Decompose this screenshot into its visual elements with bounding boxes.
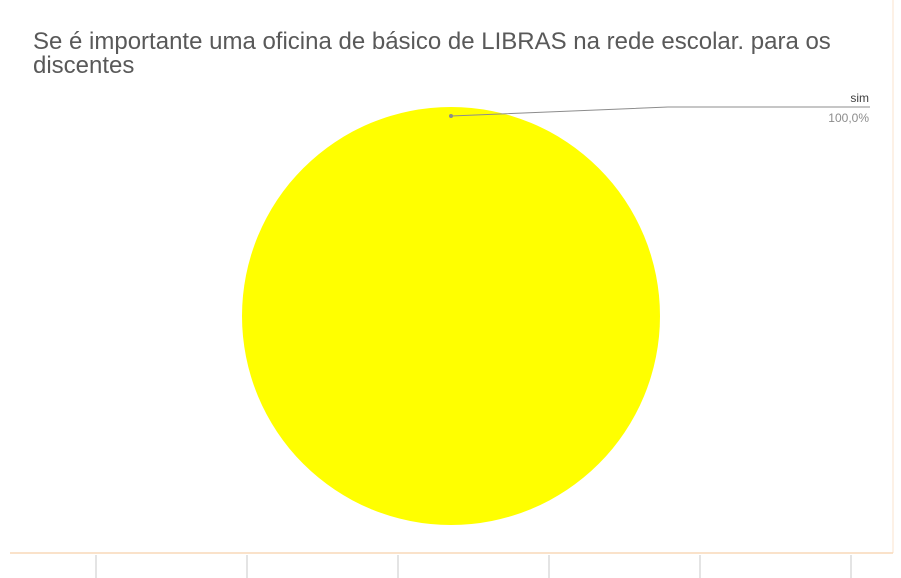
leader-line — [450, 106, 870, 117]
slice-label: sim — [850, 91, 869, 105]
value-label: 100,0% — [828, 111, 869, 125]
sheet-grid — [95, 555, 852, 578]
chart-title: Se é importante uma oficina de básico de… — [33, 28, 831, 79]
pie-slice — [242, 107, 660, 525]
leader-dot — [449, 114, 453, 118]
